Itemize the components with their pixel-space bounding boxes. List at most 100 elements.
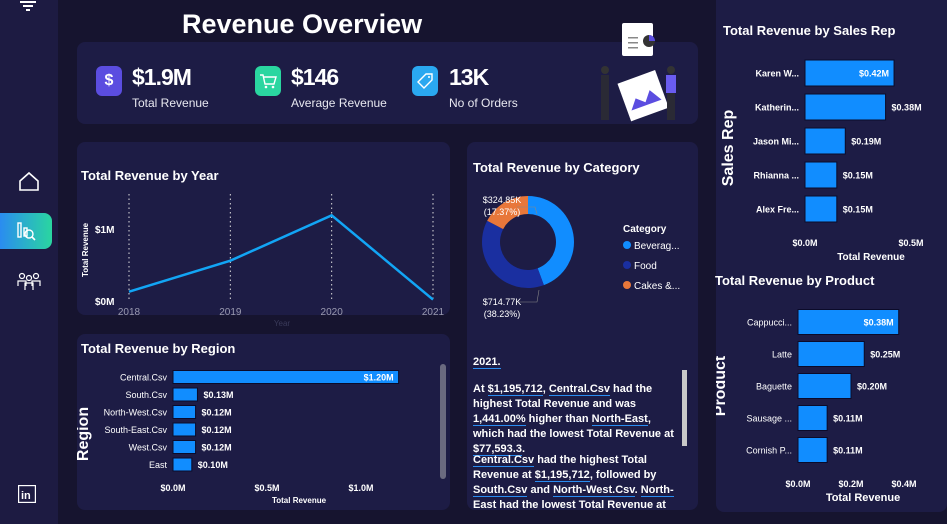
revenue-line [128, 213, 434, 301]
kpi-total-revenue-value: $1.9M [132, 64, 192, 90]
bar [804, 161, 838, 189]
filter-icon[interactable] [20, 0, 36, 18]
x-tick-label: 2018 [118, 307, 141, 318]
bar [797, 309, 900, 335]
bar [172, 457, 193, 472]
bar [172, 405, 197, 419]
narrative-paragraph-1: At $1,195,712, Central.Csv had the highe… [473, 382, 683, 457]
bar [804, 93, 887, 121]
analytics-icon [17, 222, 36, 241]
linkedin-icon[interactable]: in [17, 484, 37, 508]
data-label: $0.11M [833, 414, 863, 424]
narrative-scrollbar[interactable] [682, 370, 687, 446]
category-label: Cappucci... [747, 318, 792, 328]
narrative-text: , which had the lowest Total Revenue at [473, 413, 674, 440]
revenue-by-year-chart: 2018 2019 2020 2021 $0M $1M Total Revenue Year [81, 194, 445, 328]
category-label: East [149, 460, 168, 470]
y-axis-label: Total Revenue [81, 222, 90, 277]
y-axis-label: Product [716, 355, 729, 416]
chart-title: Total Revenue by Region [81, 341, 236, 356]
y-tick-label: $0M [95, 297, 114, 308]
data-label: $0.19M [851, 137, 881, 147]
leader-line [519, 289, 540, 303]
nav-analytics[interactable] [0, 213, 52, 249]
x-axis-label: Total Revenue [826, 492, 900, 504]
y-axis-label: Sales Rep [720, 110, 737, 187]
y-axis-label: Region [77, 407, 92, 461]
donut-slice-0 [528, 196, 574, 286]
x-tick-label: $0.0M [785, 479, 810, 489]
donut-slice-2 [487, 196, 528, 230]
data-label: $1.20M [364, 373, 394, 383]
data-label: $0.10M [198, 460, 228, 470]
bar [172, 422, 197, 437]
nav-people[interactable] [6, 263, 52, 299]
narrative-highlight: Central.Csv [548, 383, 610, 396]
page-title: Revenue Overview [182, 9, 423, 39]
x-tick-label: $0.0M [160, 483, 185, 493]
kpi-total-revenue-label: Total Revenue [132, 96, 209, 110]
x-tick-label: $0.5M [898, 238, 923, 248]
narrative-highlight: North-West.Csv [553, 484, 635, 497]
donut-slice-1 [482, 220, 544, 288]
region-scrollbar[interactable] [440, 364, 446, 479]
chart-title: Total Revenue by Year [81, 168, 219, 183]
revenue-by-product-chart: Cappucci... $0.38M Latte $0.25M Baguette $0.2… [716, 309, 917, 504]
data-label: (38.23%) [484, 309, 521, 319]
x-tick-label: $1.0M [348, 483, 373, 493]
category-label: Baguette [756, 382, 792, 392]
people-icon [17, 272, 41, 290]
data-label: $0.12M [202, 408, 232, 418]
x-axis-label: Total Revenue [272, 496, 327, 505]
data-label: $0.42M [859, 69, 889, 79]
category-label: Central.Csv [120, 373, 168, 383]
chart-title: Total Revenue by Product [715, 273, 875, 288]
kpi-average-revenue-label: Average Revenue [291, 96, 387, 110]
bar [804, 127, 846, 155]
narrative-text: higher than [525, 413, 592, 425]
narrative-text: , [542, 383, 549, 395]
x-tick-label: 2021 [422, 307, 445, 318]
category-label: Latte [772, 350, 792, 360]
category-label: Katherin... [755, 103, 799, 113]
legend-marker [623, 261, 631, 269]
dashboard-illustration [601, 23, 676, 122]
bar [797, 437, 828, 463]
narrative-year: 2021. [473, 356, 501, 369]
data-label: $0.38M [892, 103, 922, 113]
chart-title: Total Revenue by Category [473, 160, 640, 175]
data-label: $0.15M [843, 205, 873, 215]
x-tick-label: $0.5M [254, 483, 279, 493]
narrative-highlight: North-East [473, 484, 674, 510]
bar [172, 370, 400, 384]
bar [172, 387, 198, 402]
data-label: $0.12M [202, 443, 232, 453]
category-label: West.Csv [129, 443, 168, 453]
legend-marker [623, 281, 631, 289]
category-label: Sausage ... [746, 414, 792, 424]
bar [804, 195, 838, 223]
narrative-highlight: North-East [591, 413, 648, 426]
y-tick-label: $1M [95, 225, 114, 236]
cart-icon [255, 66, 281, 96]
x-tick-label: $0.0M [792, 238, 817, 248]
revenue-by-region-card: Total Revenue by Region [77, 334, 450, 510]
sidebar: in [0, 0, 58, 524]
revenue-by-category-chart: Beverag... Food Cakes &... Category $324.85K… [482, 195, 680, 319]
narrative-text: , followed by [589, 469, 657, 481]
category-label: South.Csv [125, 390, 167, 400]
bar [172, 440, 197, 454]
kpi-orders-value: 13K [449, 64, 489, 90]
x-tick-label: $0.4M [891, 479, 916, 489]
home-icon [19, 171, 39, 191]
narrative-text: had the highest Total Revenue at [473, 454, 647, 481]
category-label: Jason Mi... [753, 137, 799, 147]
nav-home[interactable] [6, 163, 52, 199]
x-tick-label: $0.2M [838, 479, 863, 489]
data-label: $0.13M [203, 390, 233, 400]
narrative-highlight: Central.Csv [473, 454, 535, 467]
narrative-text: had the lowest Total Revenue at [496, 499, 666, 510]
category-label: South-East.Csv [104, 425, 167, 435]
leader-line [517, 206, 538, 215]
smart-narrative: 2021. At $1,195,712, Central.Csv had the… [467, 350, 698, 510]
